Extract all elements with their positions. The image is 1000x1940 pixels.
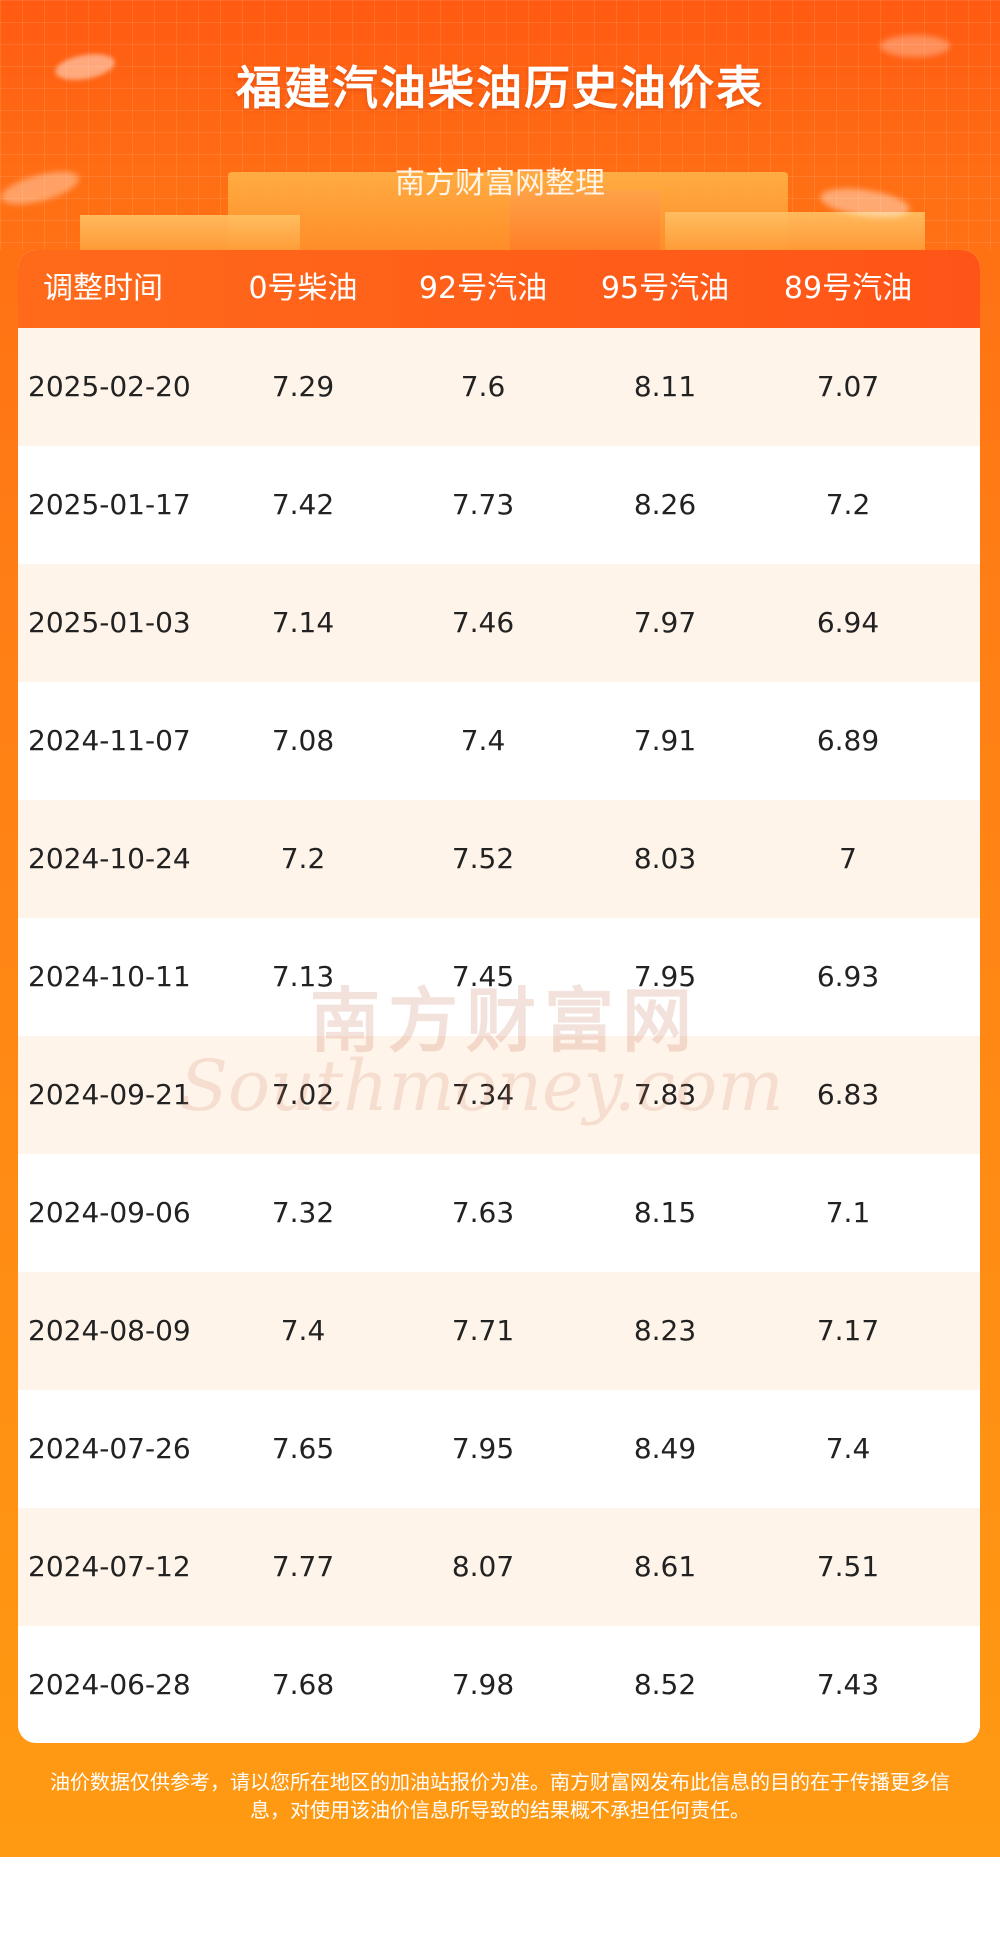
- cell-gasoline-92: 7.63: [451, 1196, 515, 1229]
- cell-date: 2024-10-24: [28, 842, 191, 875]
- cell-diesel-0: 7.2: [280, 842, 326, 875]
- page-title: 福建汽油柴油历史油价表: [236, 61, 764, 115]
- decor-block: [510, 190, 660, 252]
- cell-diesel-0: 7.42: [271, 488, 335, 521]
- cell-gasoline-95: 8.26: [633, 488, 697, 521]
- cell-gasoline-92: 7.4: [460, 724, 506, 757]
- table-row: 2025-01-03 7.14 7.46 7.97 6.94: [18, 564, 980, 682]
- cell-gasoline-89: 6.94: [816, 606, 880, 639]
- cell-diesel-0: 7.65: [271, 1432, 335, 1465]
- cell-gasoline-89: 6.93: [816, 960, 880, 993]
- table-header: 调整时间 0号柴油 92号汽油 95号汽油 89号汽油: [18, 250, 980, 328]
- cell-diesel-0: 7.77: [271, 1550, 335, 1583]
- cell-gasoline-89: 7.2: [825, 488, 871, 521]
- cell-gasoline-92: 7.45: [451, 960, 515, 993]
- cell-gasoline-95: 8.52: [633, 1668, 697, 1701]
- cell-gasoline-89: 7.43: [816, 1668, 880, 1701]
- cell-diesel-0: 7.32: [271, 1196, 335, 1229]
- cell-diesel-0: 7.29: [271, 370, 335, 403]
- decor-block: [665, 212, 925, 254]
- table-row: 2024-08-09 7.4 7.71 8.23 7.17: [18, 1272, 980, 1390]
- table-row: 2024-09-06 7.32 7.63 8.15 7.1: [18, 1154, 980, 1272]
- disclaimer: 油价数据仅供参考，请以您所在地区的加油站报价为准。南方财富网发布此信息的目的在于…: [0, 1768, 1000, 1824]
- cell-gasoline-92: 7.71: [451, 1314, 515, 1347]
- cell-gasoline-92: 7.46: [451, 606, 515, 639]
- price-table: 调整时间 0号柴油 92号汽油 95号汽油 89号汽油 2025-02-20 7…: [18, 250, 980, 1743]
- cell-date: 2024-11-07: [28, 724, 191, 757]
- cell-gasoline-92: 7.34: [451, 1078, 515, 1111]
- column-header-diesel-0: 0号柴油: [248, 271, 358, 306]
- cell-gasoline-89: 7.17: [816, 1314, 880, 1347]
- cell-gasoline-95: 8.61: [633, 1550, 697, 1583]
- cell-diesel-0: 7.14: [271, 606, 335, 639]
- cell-date: 2025-01-03: [28, 606, 191, 639]
- table-row: 2024-10-24 7.2 7.52 8.03 7: [18, 800, 980, 918]
- cell-date: 2024-06-28: [28, 1668, 191, 1701]
- cell-gasoline-92: 7.52: [451, 842, 515, 875]
- cell-diesel-0: 7.13: [271, 960, 335, 993]
- page-subtitle: 南方财富网整理: [395, 166, 605, 201]
- poster-background: 福建汽油柴油历史油价表 南方财富网整理 调整时间 0号柴油 92号汽油 95号汽…: [0, 0, 1000, 1857]
- column-header-gasoline-89: 89号汽油: [783, 271, 913, 306]
- cell-gasoline-95: 7.83: [633, 1078, 697, 1111]
- cell-date: 2024-09-06: [28, 1196, 191, 1229]
- cell-diesel-0: 7.08: [271, 724, 335, 757]
- cell-gasoline-95: 8.23: [633, 1314, 697, 1347]
- cell-gasoline-95: 7.91: [633, 724, 697, 757]
- cell-gasoline-89: 7.07: [816, 370, 880, 403]
- cell-diesel-0: 7.68: [271, 1668, 335, 1701]
- cell-gasoline-92: 7.95: [451, 1432, 515, 1465]
- table-row: 2024-10-11 7.13 7.45 7.95 6.93: [18, 918, 980, 1036]
- table-row: 2024-07-12 7.77 8.07 8.61 7.51: [18, 1508, 980, 1626]
- cell-gasoline-95: 7.95: [633, 960, 697, 993]
- table-row: 2024-09-21 7.02 7.34 7.83 6.83: [18, 1036, 980, 1154]
- disclaimer-line-2: 息，对使用该油价信息所导致的结果概不承担任何责任。: [250, 1798, 750, 1822]
- column-header-gasoline-95: 95号汽油: [600, 271, 730, 306]
- table-row: 2024-11-07 7.08 7.4 7.91 6.89: [18, 682, 980, 800]
- table-row: 2025-02-20 7.29 7.6 8.11 7.07: [18, 328, 980, 446]
- cell-gasoline-95: 8.11: [633, 370, 697, 403]
- column-header-date: 调整时间: [43, 271, 163, 306]
- cell-gasoline-92: 7.73: [451, 488, 515, 521]
- cell-diesel-0: 7.02: [271, 1078, 335, 1111]
- cell-gasoline-95: 7.97: [633, 606, 697, 639]
- table-row: 2025-01-17 7.42 7.73 8.26 7.2: [18, 446, 980, 564]
- table-row: 2024-06-28 7.68 7.98 8.52 7.43: [18, 1626, 980, 1743]
- cell-gasoline-95: 8.49: [633, 1432, 697, 1465]
- cell-gasoline-95: 8.15: [633, 1196, 697, 1229]
- disclaimer-line-1: 油价数据仅供参考，请以您所在地区的加油站报价为准。南方财富网发布此信息的目的在于…: [50, 1770, 950, 1794]
- cell-date: 2024-07-12: [28, 1550, 191, 1583]
- cell-gasoline-89: 7.4: [825, 1432, 871, 1465]
- column-header-gasoline-92: 92号汽油: [418, 271, 548, 306]
- cell-gasoline-89: 7: [839, 842, 857, 875]
- cell-date: 2024-07-26: [28, 1432, 191, 1465]
- decor-block: [80, 215, 300, 255]
- cell-gasoline-89: 7.51: [816, 1550, 880, 1583]
- cell-date: 2024-08-09: [28, 1314, 191, 1347]
- cell-date: 2024-10-11: [28, 960, 191, 993]
- cell-gasoline-92: 8.07: [451, 1550, 515, 1583]
- cell-gasoline-92: 7.6: [460, 370, 506, 403]
- cell-date: 2025-02-20: [28, 370, 191, 403]
- table-row: 2024-07-26 7.65 7.95 8.49 7.4: [18, 1390, 980, 1508]
- cell-gasoline-89: 6.89: [816, 724, 880, 757]
- cell-date: 2024-09-21: [28, 1078, 191, 1111]
- decor-cloud: [880, 35, 950, 57]
- cell-gasoline-89: 7.1: [825, 1196, 871, 1229]
- cell-gasoline-92: 7.98: [451, 1668, 515, 1701]
- cell-diesel-0: 7.4: [280, 1314, 326, 1347]
- cell-gasoline-95: 8.03: [633, 842, 697, 875]
- cell-date: 2025-01-17: [28, 488, 191, 521]
- cell-gasoline-89: 6.83: [816, 1078, 880, 1111]
